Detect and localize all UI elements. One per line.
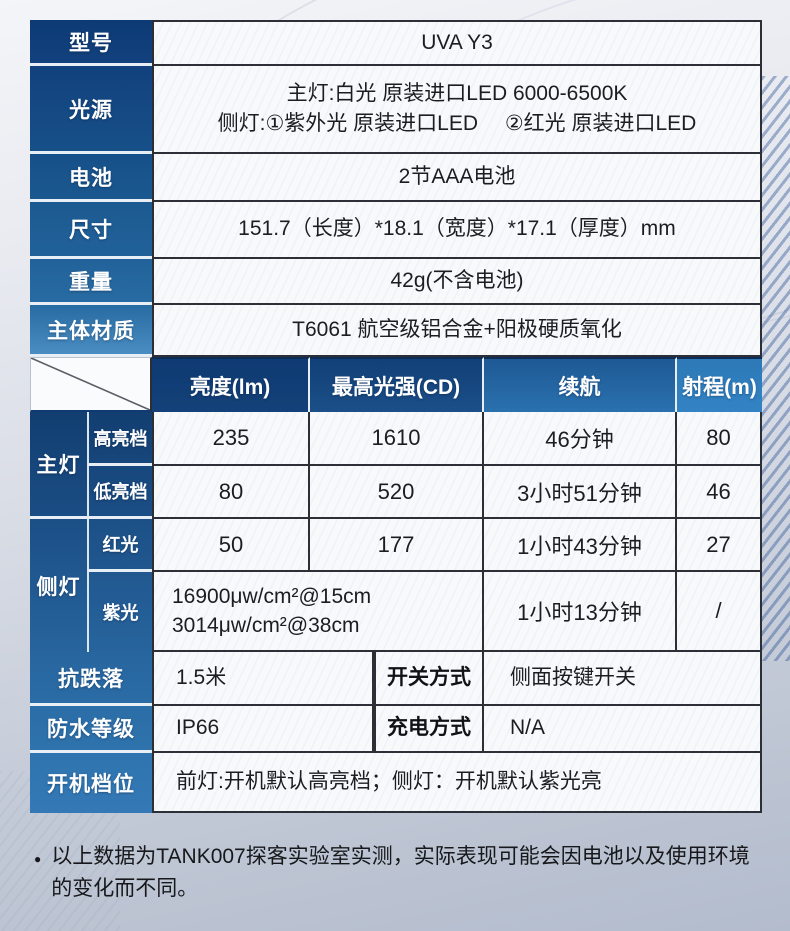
row-value-dimensions: 151.7（长度）*18.1（宽度）*17.1（厚度）mm — [152, 202, 762, 259]
perf-header-brightness: 亮度(lm) — [152, 357, 310, 412]
mode-label-red: 红光 — [87, 519, 152, 572]
waterproof-value: IP66 — [152, 706, 374, 753]
bullet-icon: ● — [34, 852, 42, 866]
light-source-line1: 主灯:白光 原装进口LED 6000-6500K — [286, 81, 628, 105]
cell-low-range: 46 — [677, 466, 762, 519]
power-on-value: 前灯:开机默认高亮档；侧灯：开机默认紫光亮 — [152, 753, 762, 813]
cell-red-range: 27 — [677, 519, 762, 572]
row-label-power-on: 开机档位 — [30, 753, 152, 813]
spec-row-drop-resistance: 抗跌落 1.5米 开关方式 侧面按键开关 — [30, 652, 762, 706]
spec-row-model: 型号 UVA Y3 — [30, 20, 762, 66]
cell-high-range: 80 — [677, 412, 762, 466]
drop-value: 1.5米 — [152, 652, 374, 706]
spec-row-dimensions: 尺寸 151.7（长度）*18.1（宽度）*17.1（厚度）mm — [30, 202, 762, 259]
cell-high-lm: 235 — [152, 412, 310, 466]
footnote: ● 以上数据为TANK007探客实验室实测，实际表现可能会因电池以及使用环境的变… — [34, 841, 756, 905]
perf-header-intensity: 最高光强(CD) — [310, 357, 484, 412]
row-label-waterproof: 防水等级 — [30, 706, 152, 753]
row-value-battery: 2节AAA电池 — [152, 154, 762, 202]
background-stripes-right — [762, 76, 790, 661]
spec-row-battery: 电池 2节AAA电池 — [30, 154, 762, 202]
model-value: UVA Y3 — [421, 30, 493, 54]
row-label-weight: 重量 — [30, 259, 152, 305]
diagonal-line — [31, 358, 150, 410]
row-label-battery: 电池 — [30, 154, 152, 202]
cell-uv-runtime: 1小时13分钟 — [484, 572, 677, 652]
cell-low-cd: 520 — [310, 466, 484, 519]
row-value-light-source: 主灯:白光 原装进口LED 6000-6500K 侧灯:①紫外光 原装进口LED… — [152, 66, 762, 154]
row-label-drop: 抗跌落 — [30, 652, 152, 706]
row-label-material: 主体材质 — [30, 305, 152, 357]
perf-header-range: 射程(m) — [677, 357, 762, 412]
material-value: T6061 航空级铝合金+阳极硬质氧化 — [292, 317, 622, 341]
row-label-light-source: 光源 — [30, 66, 152, 154]
footnote-text: 以上数据为TANK007探客实验室实测，实际表现可能会因电池以及使用环境的变化而… — [51, 845, 750, 900]
corner-diagonal-cell — [30, 357, 152, 412]
light-source-line2: 侧灯:①紫外光 原装进口LED ②红光 原装进口LED — [217, 112, 697, 135]
cell-red-runtime: 1小时43分钟 — [484, 519, 677, 572]
performance-grid: 亮度(lm) 最高光强(CD) 续航 射程(m) 主灯 高亮档 235 1610… — [30, 357, 762, 652]
spec-row-waterproof: 防水等级 IP66 充电方式 N/A — [30, 706, 762, 753]
row-label-model: 型号 — [30, 20, 152, 66]
cell-red-cd: 177 — [310, 519, 484, 572]
spec-row-weight: 重量 42g(不含电池) — [30, 259, 762, 305]
spec-row-material: 主体材质 T6061 航空级铝合金+阳极硬质氧化 — [30, 305, 762, 357]
spec-row-light-source: 光源 主灯:白光 原装进口LED 6000-6500K 侧灯:①紫外光 原装进口… — [30, 66, 762, 154]
battery-value: 2节AAA电池 — [398, 164, 516, 188]
mode-label-low: 低亮档 — [87, 466, 152, 519]
charging-type-label: 充电方式 — [374, 706, 484, 753]
row-value-material: T6061 航空级铝合金+阳极硬质氧化 — [152, 305, 762, 357]
cell-uv-range: / — [677, 572, 762, 652]
dimensions-value: 151.7（长度）*18.1（宽度）*17.1（厚度）mm — [238, 217, 676, 241]
uv-output-line1: 16900μw/cm²@15cm — [172, 585, 372, 608]
perf-header-runtime: 续航 — [484, 357, 677, 412]
uv-output-line2: 3014μw/cm²@38cm — [172, 614, 360, 638]
switch-type-value: 侧面按键开关 — [484, 652, 762, 706]
cell-low-runtime: 3小时51分钟 — [484, 466, 677, 519]
weight-value: 42g(不含电池) — [390, 268, 524, 292]
mode-label-uv: 紫光 — [87, 572, 152, 652]
cell-high-runtime: 46分钟 — [484, 412, 677, 466]
cell-red-lm: 50 — [152, 519, 310, 572]
cell-low-lm: 80 — [152, 466, 310, 519]
cell-high-cd: 1610 — [310, 412, 484, 466]
cell-uv-output: 16900μw/cm²@15cm 3014μw/cm²@38cm — [152, 572, 484, 652]
spec-row-power-on-mode: 开机档位 前灯:开机默认高亮档；侧灯：开机默认紫光亮 — [30, 753, 762, 813]
row-value-weight: 42g(不含电池) — [152, 259, 762, 305]
mode-label-high: 高亮档 — [87, 412, 152, 466]
row-value-model: UVA Y3 — [152, 20, 762, 66]
spec-table: 型号 UVA Y3 光源 主灯:白光 原装进口LED 6000-6500K 侧灯… — [30, 20, 762, 813]
switch-type-label: 开关方式 — [374, 652, 484, 706]
row-label-dimensions: 尺寸 — [30, 202, 152, 259]
charging-type-value: N/A — [484, 706, 762, 753]
group-label-side-light: 侧灯 — [30, 519, 87, 652]
group-label-main-light: 主灯 — [30, 412, 87, 519]
